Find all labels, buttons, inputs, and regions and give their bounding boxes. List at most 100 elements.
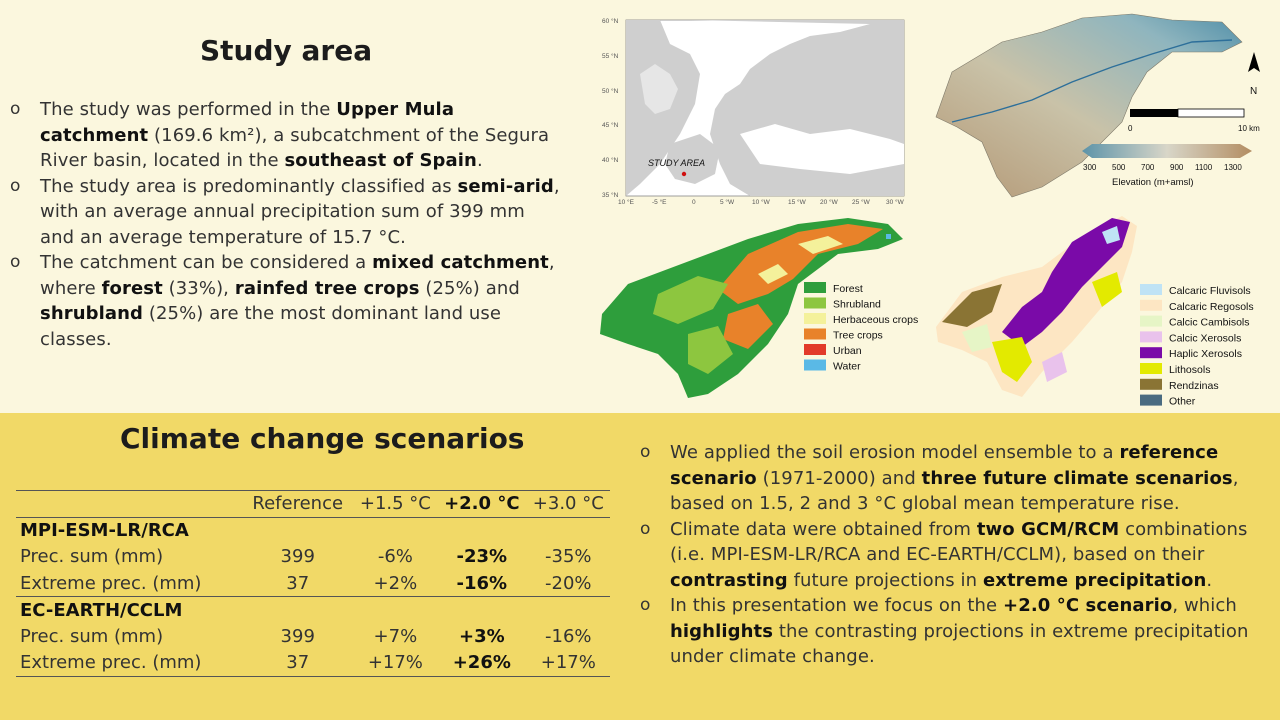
bullet-text: The study was performed in the <box>40 99 337 120</box>
elev-tick: 1300 <box>1224 163 1242 172</box>
bullet-emphasis: extreme precipitation <box>982 569 1207 591</box>
study-area-bullets: o The study was performed in the Upper Mu… <box>10 97 560 352</box>
bullet-item: o The study was performed in the Upper Mu… <box>10 97 560 174</box>
elev-tick: 700 <box>1141 163 1155 172</box>
table-header-row: Reference +1.5 °C +2.0 °C +3.0 °C <box>16 490 610 518</box>
legend-label: Forest <box>833 283 863 295</box>
bullet-text: (1971-2000) and <box>756 467 922 489</box>
table-header: +1.5 °C <box>353 490 438 518</box>
catchment-relief <box>935 13 1243 198</box>
lon-label: 20 °W <box>820 198 839 206</box>
row-label: Extreme prec. (mm) <box>16 649 242 677</box>
legend-swatch <box>804 313 826 324</box>
legend-label: Calcaric Regosols <box>1169 301 1254 313</box>
table-cell: +3% <box>458 625 505 647</box>
elev-tick: 300 <box>1083 163 1097 172</box>
study-area-marker <box>681 171 687 177</box>
landmass-shape <box>665 134 720 184</box>
table-cell: +7% <box>373 625 418 647</box>
group-name: EC-EARTH/CCLM <box>20 599 183 621</box>
north-label: N <box>1250 86 1257 97</box>
elevation-title: Elevation (m+amsl) <box>1112 177 1194 188</box>
bullet-emphasis: rainfed tree crops <box>234 277 420 299</box>
europe-locator-map: STUDY AREA 60 °N 55 °N 50 °N 45 °N 40 °N… <box>602 17 905 206</box>
river-line <box>951 39 1233 123</box>
row-label: Prec. sum (mm) <box>20 625 164 647</box>
legend-label: Haplic Xerosols <box>1169 348 1242 360</box>
table-cell: -6% <box>377 546 413 568</box>
lon-label: 10 °E <box>618 198 635 206</box>
sea-shape <box>740 124 904 174</box>
legend-swatch <box>1140 315 1162 327</box>
table-row: Extreme prec. (mm) 37 +2% -16% -20% <box>16 570 610 597</box>
table-cell: 399 <box>280 546 315 568</box>
bullet-text: We applied the soil erosion model ensemb… <box>670 442 1120 463</box>
bullet-text: the contrasting projections in extreme p… <box>670 620 1249 668</box>
legend-label: Shrubland <box>833 299 881 311</box>
table-header-blank <box>16 490 242 518</box>
scale-bar-black <box>1130 109 1178 117</box>
legend-swatch <box>804 344 826 355</box>
bullet-text: , with an average annual precipitation s… <box>40 175 560 248</box>
bullet-marker-icon: o <box>10 252 21 272</box>
haplic-xerosols-area <box>1002 218 1130 347</box>
bullet-emphasis: highlights <box>670 620 774 642</box>
shrubland-area <box>653 276 728 324</box>
soil-legend: Calcaric Fluvisols Calcaric Regosols Calci… <box>1140 284 1254 408</box>
bullet-emphasis: reference scenario <box>670 442 1219 489</box>
table-cell: -23% <box>456 546 508 568</box>
climate-bullets: o We applied the soil erosion model ensem… <box>640 440 1260 670</box>
legend-swatch <box>1140 394 1162 406</box>
bullet-text: combinations (i.e. MPI-ESM-LR/RCA and EC… <box>670 518 1248 566</box>
bullet-text: (25%) are the most dominant land use cla… <box>40 303 502 350</box>
table-cell: +26% <box>437 649 527 677</box>
table-cell: 37 <box>241 649 354 677</box>
legend-label: Calcic Xerosols <box>1169 332 1241 344</box>
legend-label: Herbaceous crops <box>833 314 918 326</box>
legend-label: Calcaric Fluvisols <box>1169 285 1251 297</box>
table-cell: +17% <box>353 649 438 677</box>
scale-start: 0 <box>1128 124 1133 133</box>
table-header: +2.0 °C <box>437 490 527 518</box>
table-row: Prec. sum (mm) 399 -6% -23% -35% <box>16 544 610 571</box>
bullet-text: . <box>476 150 483 171</box>
soil-map: Calcaric Fluvisols Calcaric Regosols Calci… <box>936 216 1254 408</box>
bullet-emphasis: southeast of Spain <box>284 150 477 171</box>
lat-label: 55 °N <box>602 52 619 60</box>
row-label: Prec. sum (mm) <box>20 546 164 568</box>
legend-label: Water <box>833 361 861 373</box>
bullet-item: o Climate data were obtained from two GCM… <box>640 517 1260 594</box>
bullet-marker-icon: o <box>640 442 651 462</box>
elev-tick: 900 <box>1170 163 1184 172</box>
legend-swatch <box>804 297 826 309</box>
bullet-text: The study area is predominantly classifi… <box>40 175 458 197</box>
bullet-text: , which <box>1172 595 1237 616</box>
bullet-text: , based on 1.5, 2 and 3 °C global mean t… <box>670 467 1239 515</box>
row-label: Extreme prec. (mm) <box>16 570 242 597</box>
bullet-text: In this presentation we focus on the <box>670 595 1004 616</box>
lon-label: 5 °W <box>720 198 735 206</box>
lon-label: 25 °W <box>852 198 871 206</box>
legend-label: Other <box>1169 396 1196 408</box>
bullet-emphasis: +2.0 °C scenario <box>1003 595 1173 616</box>
legend-swatch <box>1140 363 1162 374</box>
table-cell: 37 <box>241 570 354 597</box>
table-group-row: MPI-ESM-LR/RCA <box>16 517 610 544</box>
lat-label: 35 °N <box>602 191 619 199</box>
lat-label: 40 °N <box>602 156 619 164</box>
bullet-emphasis: forest <box>101 277 163 299</box>
calcic-xerosols-area <box>1042 352 1067 382</box>
bullet-text: The catchment can be considered a <box>40 252 373 273</box>
bullet-text: . <box>1206 569 1213 591</box>
table-row: Extreme prec. (mm) 37 +17% +26% +17% <box>16 649 610 677</box>
table-cell: -16% <box>545 625 592 647</box>
legend-label: Lithosols <box>1169 364 1210 376</box>
legend-swatch <box>1140 331 1162 343</box>
lon-label: -5 °E <box>652 198 667 206</box>
lon-label: 0 <box>692 199 696 206</box>
lon-label: 10 °W <box>752 198 771 206</box>
climate-title: Climate change scenarios <box>120 422 525 455</box>
elevation-colorbar <box>1082 144 1252 158</box>
legend-swatch <box>804 282 826 293</box>
elev-tick: 500 <box>1112 163 1126 172</box>
